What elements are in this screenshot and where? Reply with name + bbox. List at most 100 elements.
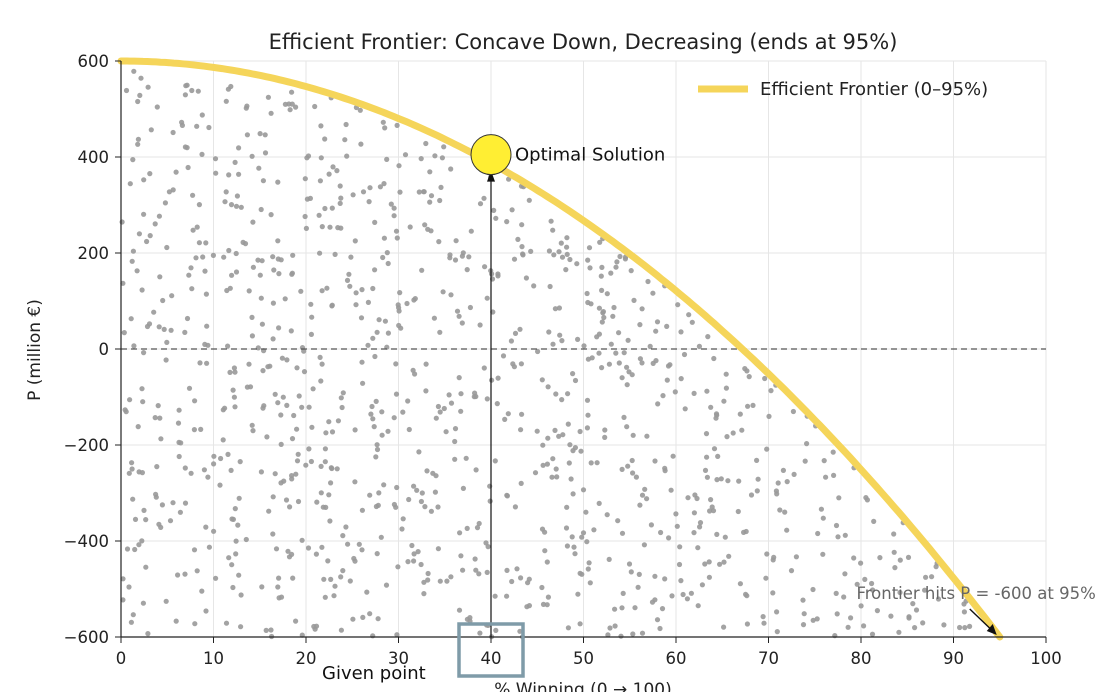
- scatter-point: [666, 535, 672, 541]
- scatter-point: [221, 254, 227, 260]
- scatter-point: [416, 189, 422, 195]
- scatter-point: [228, 83, 234, 90]
- scatter-point: [308, 331, 314, 337]
- scatter-point: [418, 498, 424, 505]
- scatter-point: [711, 446, 718, 452]
- scatter-point: [613, 350, 619, 356]
- scatter-point: [545, 435, 551, 441]
- scatter-point: [135, 424, 141, 430]
- scatter-point: [511, 364, 517, 370]
- scatter-point: [691, 510, 698, 516]
- scatter-point: [416, 449, 422, 455]
- scatter-point: [395, 564, 401, 570]
- scatter-point: [212, 156, 219, 162]
- scatter-point: [477, 201, 484, 207]
- scatter-point: [810, 586, 816, 593]
- scatter-point: [441, 405, 447, 412]
- scatter-point: [735, 508, 741, 515]
- scatter-point: [278, 594, 285, 600]
- scatter-point: [399, 526, 405, 532]
- scatter-point: [225, 451, 231, 457]
- scatter-point: [834, 611, 840, 617]
- scatter-point: [141, 350, 147, 356]
- scatter-point: [474, 525, 481, 531]
- scatter-point: [186, 272, 192, 278]
- given-point-box: [457, 622, 525, 678]
- scatter-point: [962, 625, 968, 631]
- scatter-point: [814, 616, 820, 622]
- chart-title: Efficient Frontier: Concave Down, Decrea…: [269, 30, 898, 54]
- scatter-point: [379, 409, 385, 415]
- scatter-point: [307, 195, 313, 201]
- scatter-point: [743, 528, 749, 535]
- scatter-point: [641, 542, 648, 548]
- x-tick-label: 10: [203, 649, 224, 668]
- scatter-point: [430, 470, 436, 476]
- scatter-point: [283, 497, 290, 503]
- scatter-point: [869, 631, 876, 637]
- end-arrowhead: [986, 624, 997, 635]
- scatter-point: [156, 324, 162, 330]
- scatter-point: [270, 300, 276, 306]
- scatter-point: [518, 427, 524, 433]
- scatter-point: [535, 348, 541, 355]
- scatter-point: [591, 527, 597, 533]
- scatter-point: [358, 315, 365, 321]
- scatter-point: [443, 429, 449, 435]
- scatter-point: [344, 277, 351, 283]
- scatter-point: [226, 555, 232, 561]
- scatter-point: [780, 467, 787, 473]
- scatter-point: [337, 183, 343, 189]
- scatter-point: [667, 362, 673, 368]
- scatter-point: [257, 131, 263, 137]
- scatter-point: [702, 561, 708, 567]
- scatter-point: [631, 297, 637, 303]
- scatter-point: [182, 144, 188, 150]
- scatter-point: [327, 224, 333, 230]
- scatter-point: [230, 584, 236, 591]
- scatter-point: [596, 350, 602, 356]
- scatter-point: [139, 287, 145, 293]
- scatter-point: [334, 168, 340, 174]
- scatter-point: [411, 558, 417, 564]
- scatter-point: [564, 235, 570, 241]
- scatter-point: [637, 502, 643, 508]
- scatter-point: [539, 526, 546, 532]
- scatter-point: [255, 257, 261, 263]
- scatter-point: [436, 239, 442, 245]
- scatter-point: [684, 596, 691, 602]
- scatter-point: [136, 542, 142, 548]
- scatter-point: [539, 377, 545, 383]
- scatter-point: [345, 541, 351, 547]
- scatter-point: [203, 608, 209, 614]
- scatter-point: [657, 625, 663, 632]
- scatter-point: [440, 289, 446, 295]
- scatter-point: [896, 629, 902, 635]
- scatter-point: [367, 492, 373, 498]
- scatter-point: [190, 192, 196, 198]
- scatter-point: [761, 620, 767, 626]
- scatter-point: [577, 428, 583, 435]
- scatter-point: [381, 181, 387, 187]
- scatter-point: [332, 583, 338, 589]
- scatter-point: [348, 254, 354, 260]
- scatter-point: [836, 495, 842, 501]
- scatter-point: [203, 291, 209, 297]
- scatter-point: [549, 474, 555, 480]
- scatter-point: [820, 515, 826, 521]
- scatter-point: [691, 530, 697, 536]
- scatter-point: [258, 295, 264, 301]
- scatter-point: [328, 576, 334, 583]
- scatter-point: [718, 476, 724, 482]
- scatter-point: [130, 496, 136, 502]
- scatter-point: [322, 459, 328, 465]
- scatter-point: [236, 171, 242, 177]
- scatter-point: [278, 480, 284, 486]
- scatter-point: [309, 314, 315, 320]
- scatter-point: [236, 495, 242, 501]
- scatter-point: [821, 458, 827, 464]
- scatter-point: [393, 228, 400, 234]
- scatter-point: [309, 424, 315, 430]
- scatter-point: [552, 427, 558, 433]
- scatter-point: [141, 177, 147, 183]
